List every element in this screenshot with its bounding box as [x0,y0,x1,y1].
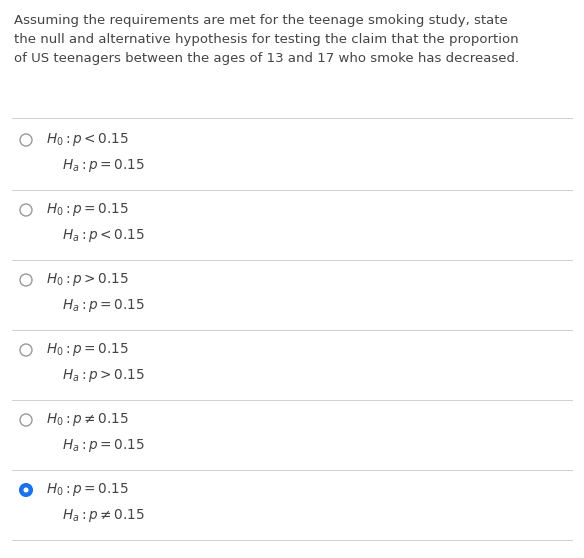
Circle shape [20,414,32,426]
Text: $H_0 : p = 0.15$: $H_0 : p = 0.15$ [46,482,129,498]
Text: $H_a : p = 0.15$: $H_a : p = 0.15$ [62,437,145,455]
Text: $H_0 : p \neq 0.15$: $H_0 : p \neq 0.15$ [46,411,129,429]
Circle shape [20,134,32,146]
Text: $H_a : p > 0.15$: $H_a : p > 0.15$ [62,368,145,384]
Text: Assuming the requirements are met for the teenage smoking study, state
the null : Assuming the requirements are met for th… [14,14,519,65]
Circle shape [20,204,32,216]
Text: $H_a : p \neq 0.15$: $H_a : p \neq 0.15$ [62,507,145,525]
Circle shape [23,488,29,493]
Text: $H_0 : p < 0.15$: $H_0 : p < 0.15$ [46,132,129,148]
Text: $H_a : p < 0.15$: $H_a : p < 0.15$ [62,228,145,244]
Text: $H_a : p = 0.15$: $H_a : p = 0.15$ [62,157,145,175]
Circle shape [20,274,32,286]
Text: $H_0 : p = 0.15$: $H_0 : p = 0.15$ [46,201,129,219]
Circle shape [20,344,32,356]
Text: $H_0 : p > 0.15$: $H_0 : p > 0.15$ [46,272,129,288]
Text: $H_0 : p = 0.15$: $H_0 : p = 0.15$ [46,341,129,358]
Text: $H_a : p = 0.15$: $H_a : p = 0.15$ [62,297,145,315]
Circle shape [20,484,32,496]
